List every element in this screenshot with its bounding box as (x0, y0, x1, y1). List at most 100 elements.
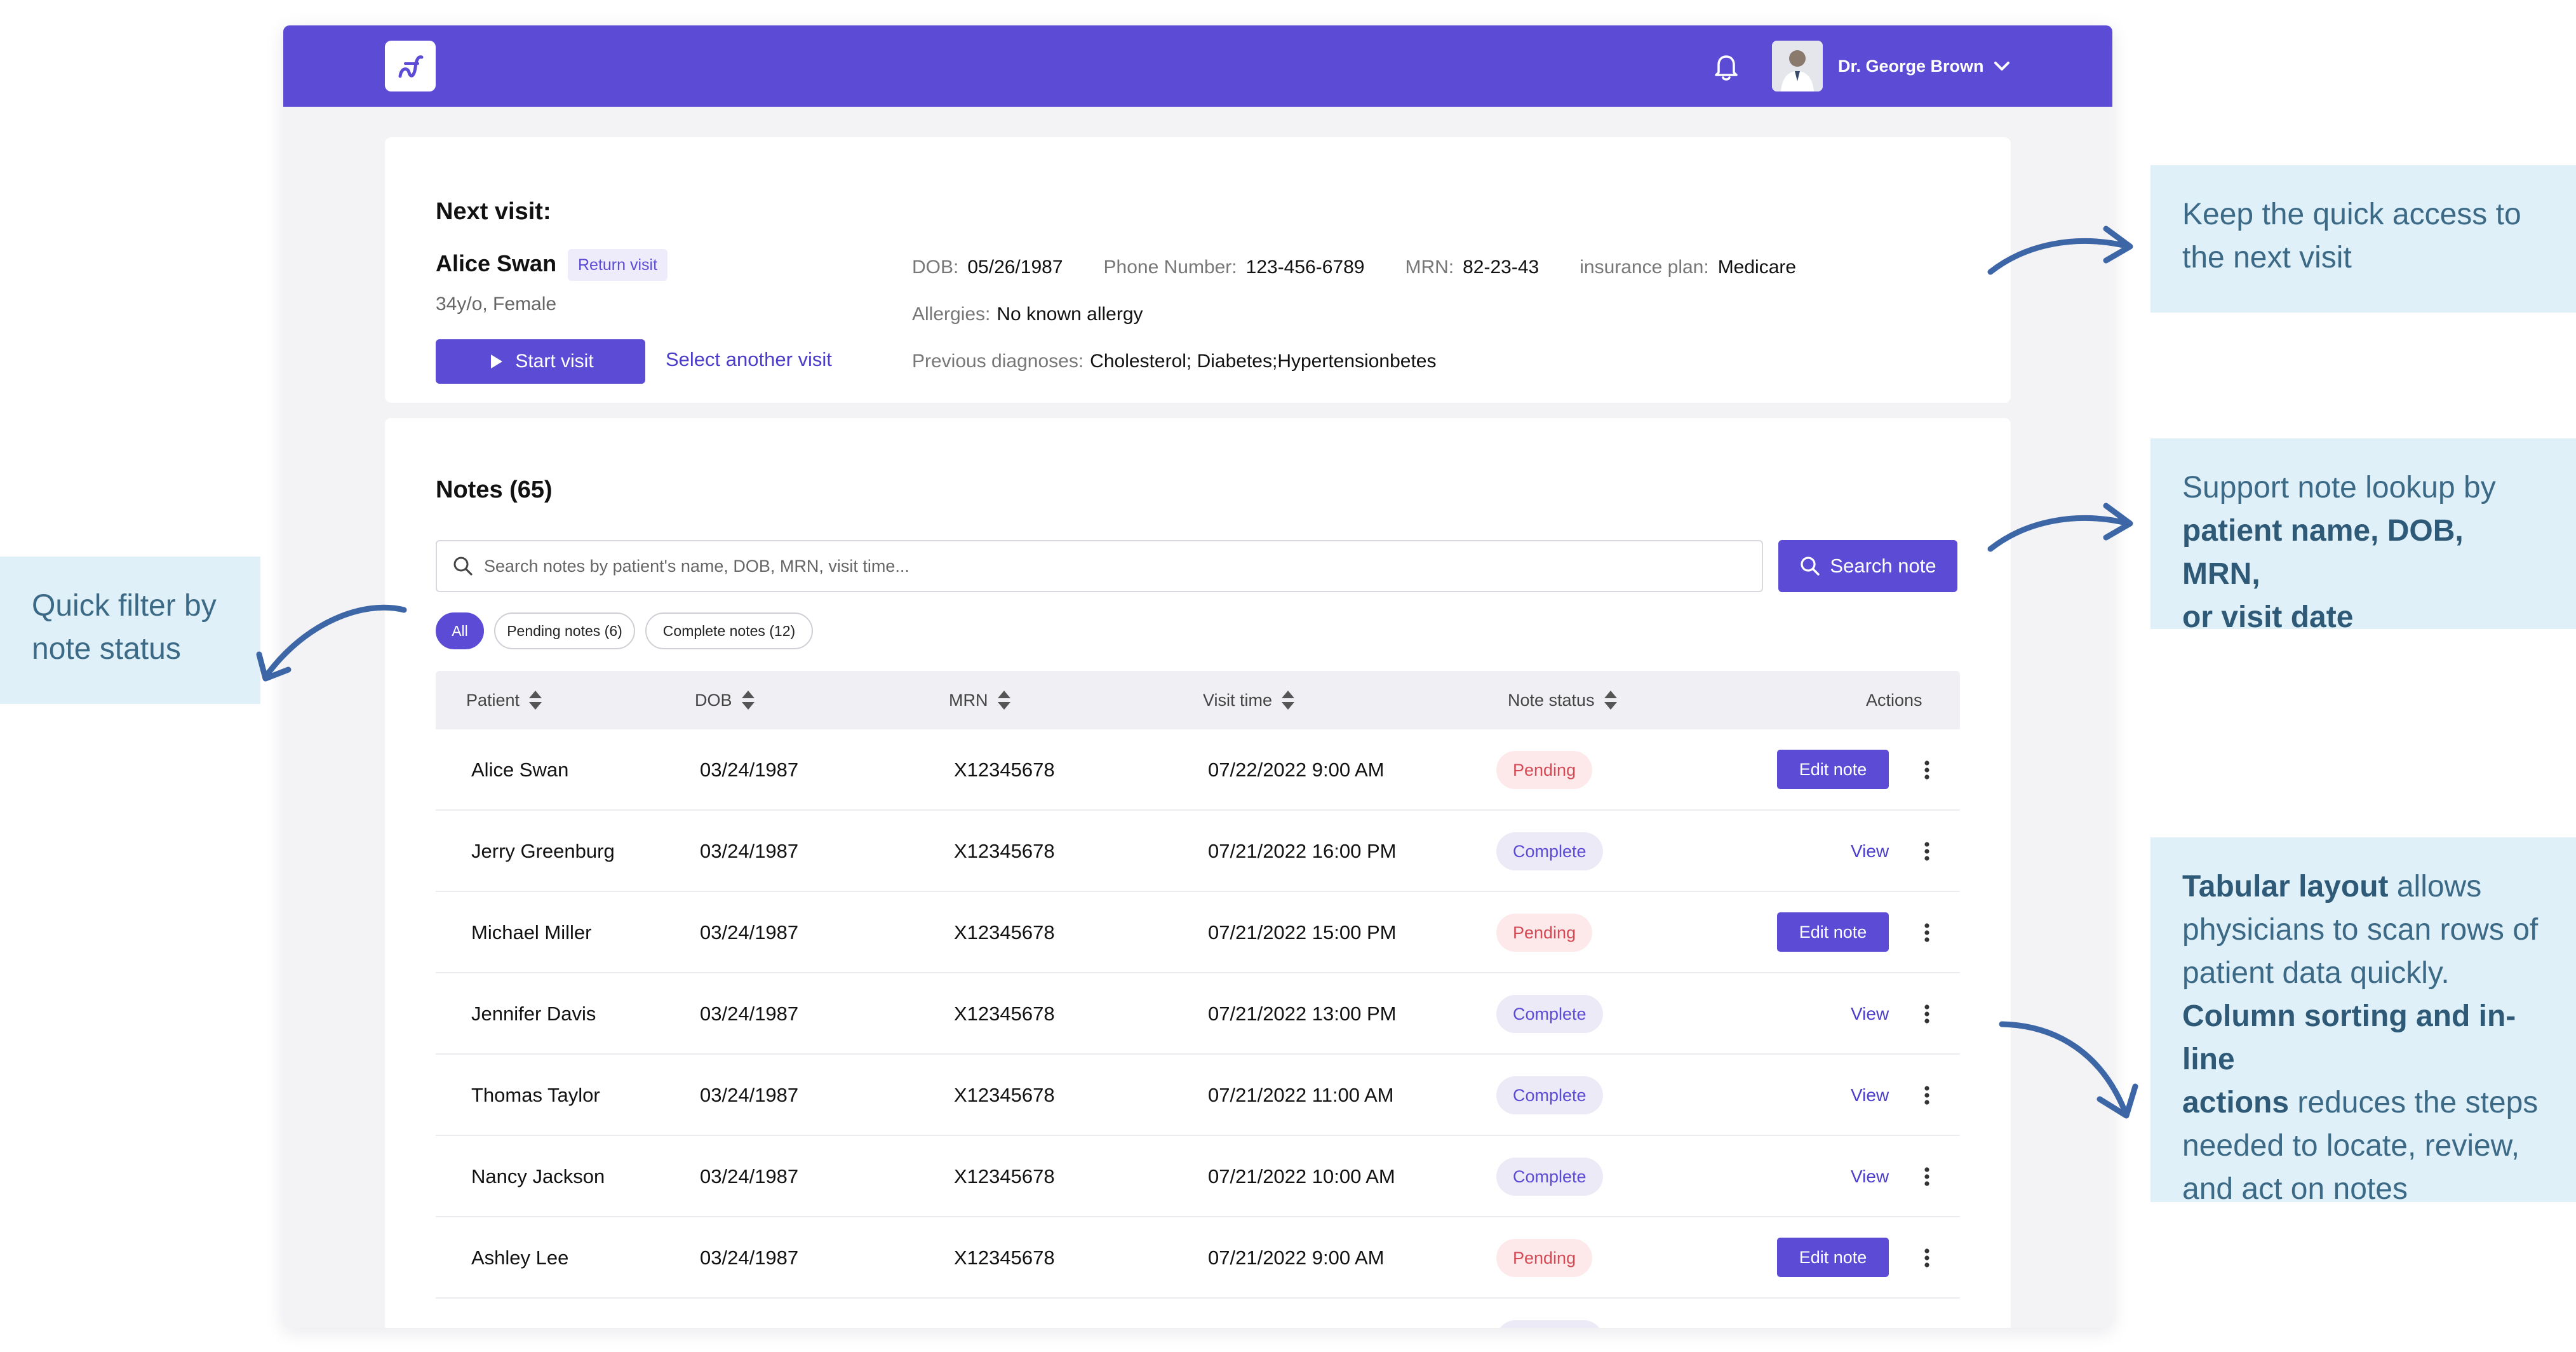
table-row[interactable]: Nancy Jackson 03/24/1987 X12345678 07/21/20… (436, 1136, 1960, 1217)
column-header-dob[interactable]: DOB (695, 671, 756, 729)
annotation-text: Support note lookup by (2182, 471, 2496, 504)
table-row[interactable]: Ashley Lee 03/24/1987 X12345678 07/21/2022 … (436, 1217, 1960, 1299)
annotation-text: note status (32, 632, 181, 666)
more-options-icon[interactable] (1914, 1083, 1940, 1108)
cell-patient: Thomas Taylor (471, 1084, 600, 1106)
insurance-label: insurance plan: (1580, 257, 1709, 278)
arrow-icon (1999, 1021, 2138, 1119)
cell-dob: 03/24/1987 (700, 1003, 799, 1025)
annotation-bold-text: actions (2182, 1086, 2290, 1119)
more-options-icon[interactable] (1914, 757, 1940, 783)
cell-visit-time: 07/20/2022 11:00 AM (1208, 1299, 1393, 1328)
annotation-text: physicians to scan rows of (2182, 913, 2539, 947)
column-header-visit-time[interactable]: Visit time (1203, 671, 1296, 729)
more-options-icon[interactable] (1914, 1327, 1940, 1328)
cell-patient: Michael Miller (471, 921, 592, 943)
search-icon (1801, 557, 1820, 576)
bell-icon[interactable] (1708, 48, 1744, 84)
column-label-dob: DOB (695, 691, 732, 710)
diagnoses-label: Previous diagnoses: (912, 351, 1084, 372)
filter-chip-all[interactable]: All (436, 612, 484, 649)
table-row[interactable]: Jennifer Davis 03/24/1987 X12345678 07/21/2… (436, 973, 1960, 1055)
annotation-text: Keep the quick access to (2182, 198, 2521, 231)
cell-visit-time: 07/22/2022 9:00 AM (1208, 759, 1385, 781)
cell-mrn: X12345678 (954, 1165, 1055, 1187)
cell-dob: 03/24/1987 (700, 1247, 799, 1269)
table-row[interactable]: Mark Clark 03/24/1987 X12345678 07/20/2022 … (436, 1299, 1960, 1328)
cell-patient: Jerry Greenburg (471, 840, 615, 862)
cell-visit-time: 07/21/2022 13:00 PM (1208, 1003, 1397, 1025)
status-badge: Pending (1496, 1239, 1593, 1277)
start-visit-button[interactable]: Start visit (436, 339, 645, 384)
patient-age-gender: 34y/o, Female (436, 294, 557, 314)
next-visit-patient-name: Alice Swan (436, 250, 557, 276)
sort-icon[interactable] (996, 689, 1012, 712)
insurance-value: Medicare (1717, 257, 1797, 278)
select-another-visit-link[interactable]: Select another visit (666, 348, 832, 370)
table-row[interactable]: Michael Miller 03/24/1987 X12345678 07/21/2… (436, 892, 1960, 973)
dob-value: 05/26/1987 (967, 257, 1063, 278)
cell-patient: Jennifer Davis (471, 1003, 596, 1025)
more-options-icon[interactable] (1914, 1164, 1940, 1189)
status-badge: Pending (1496, 751, 1593, 789)
table-row[interactable]: Alice Swan 03/24/1987 X12345678 07/22/2022 … (436, 729, 1960, 811)
cell-mrn: X12345678 (954, 1084, 1055, 1106)
more-options-icon[interactable] (1914, 1245, 1940, 1271)
cell-mrn: X12345678 (954, 1299, 1055, 1328)
column-header-mrn[interactable]: MRN (949, 671, 1012, 729)
view-note-link[interactable]: View (1851, 1166, 1889, 1186)
cell-visit-time: 07/21/2022 11:00 AM (1208, 1084, 1394, 1106)
chevron-down-icon[interactable] (1989, 53, 2015, 79)
annotation-text: allows (2388, 870, 2482, 903)
sort-icon[interactable] (1280, 689, 1296, 712)
notes-card: Notes (65) Search note All Pending notes… (385, 418, 2011, 1328)
view-note-link[interactable]: View (1851, 841, 1889, 861)
arrow-icon (1987, 503, 2133, 552)
notes-table-header: Patient DOB MRN Visit time Note status A… (436, 671, 1960, 729)
sort-icon[interactable] (527, 689, 544, 712)
column-label-mrn: MRN (949, 691, 988, 710)
cell-mrn: X12345678 (954, 759, 1055, 781)
column-header-patient[interactable]: Patient (466, 671, 544, 729)
column-header-actions: Actions (1866, 671, 1922, 729)
user-name[interactable]: Dr. George Brown (1838, 57, 1984, 76)
column-header-note-status[interactable]: Note status (1508, 671, 1619, 729)
dob-label: DOB: (912, 257, 959, 278)
mrn-value: 82-23-43 (1463, 257, 1540, 278)
allergies-label: Allergies: (912, 304, 991, 325)
cell-patient: Mark Clark (471, 1299, 567, 1328)
app-window: Dr. George Brown Next visit: Alice Swan … (283, 25, 2112, 1328)
notes-search-input[interactable] (484, 556, 1691, 576)
table-row[interactable]: Jerry Greenburg 03/24/1987 X12345678 07/21/… (436, 811, 1960, 892)
more-options-icon[interactable] (1914, 1001, 1940, 1027)
edit-note-button[interactable]: Edit note (1777, 912, 1889, 952)
sort-icon[interactable] (1602, 689, 1619, 712)
annotation-note-lookup: Support note lookup by patient name, DOB… (2150, 438, 2576, 634)
avatar[interactable] (1772, 41, 1823, 91)
view-note-link[interactable]: View (1851, 1004, 1889, 1024)
column-label-patient: Patient (466, 691, 520, 710)
view-note-link[interactable]: View (1851, 1299, 1889, 1328)
view-note-link[interactable]: View (1851, 1085, 1889, 1105)
edit-note-button[interactable]: Edit note (1777, 750, 1889, 789)
filter-chip-complete[interactable]: Complete notes (12) (645, 612, 813, 649)
cell-visit-time: 07/21/2022 15:00 PM (1208, 921, 1397, 943)
annotation-text: and act on notes (2182, 1172, 2408, 1206)
filter-chip-pending[interactable]: Pending notes (6) (494, 612, 635, 649)
annotation-next-visit: Keep the quick access to the next visit (2150, 165, 2576, 313)
visit-type-badge: Return visit (568, 249, 668, 281)
more-options-icon[interactable] (1914, 839, 1940, 864)
annotation-text: Quick filter by (32, 589, 217, 623)
table-row[interactable]: Thomas Taylor 03/24/1987 X12345678 07/21/20… (436, 1055, 1960, 1136)
arrow-icon (256, 604, 407, 682)
cell-dob: 03/24/1987 (700, 840, 799, 862)
cell-dob: 03/24/1987 (700, 1165, 799, 1187)
edit-note-button[interactable]: Edit note (1777, 1238, 1889, 1277)
sort-icon[interactable] (740, 689, 756, 712)
cell-visit-time: 07/21/2022 9:00 AM (1208, 1247, 1385, 1269)
app-logo-icon[interactable] (385, 41, 436, 91)
search-note-button[interactable]: Search note (1778, 540, 1957, 592)
more-options-icon[interactable] (1914, 920, 1940, 945)
status-badge: Complete (1496, 832, 1603, 870)
search-note-label: Search note (1830, 555, 1936, 577)
